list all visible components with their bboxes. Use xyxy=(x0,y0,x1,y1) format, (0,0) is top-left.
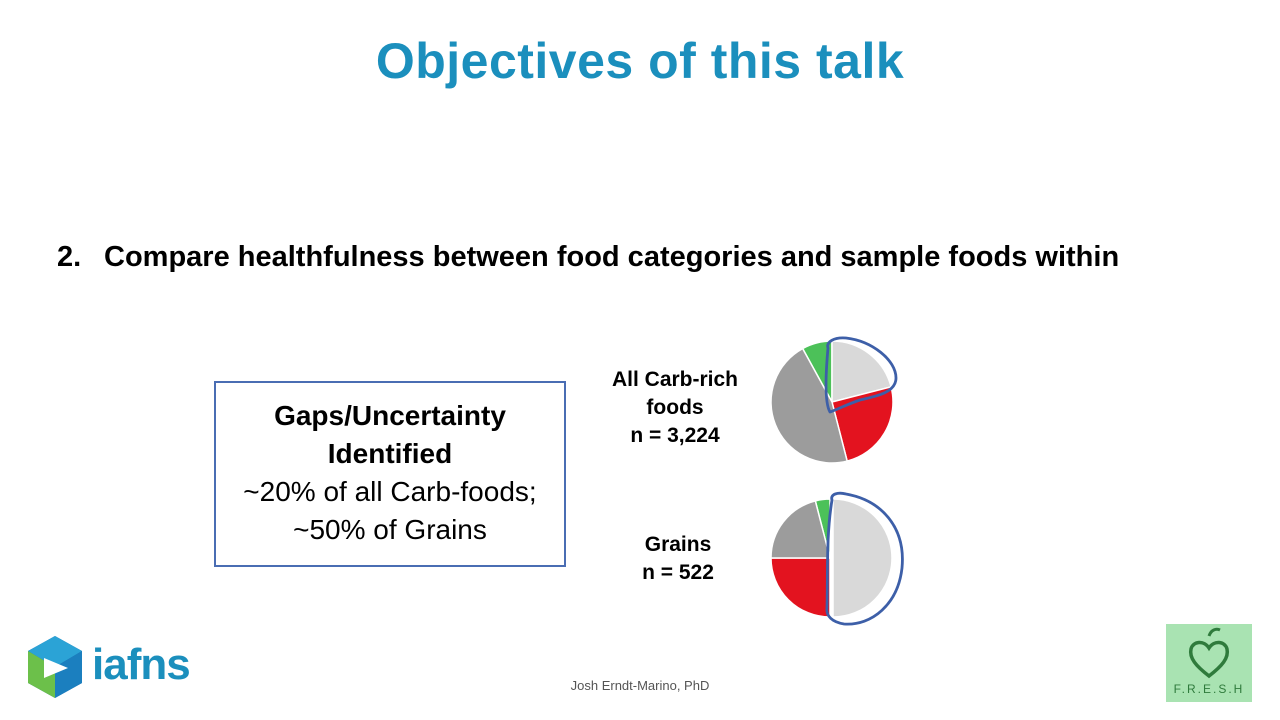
pie-label-all-line1: All Carb-rich xyxy=(611,368,739,391)
iafns-logo: iafns xyxy=(24,634,194,702)
pie-all-slice-light-gray xyxy=(831,340,892,403)
pie-label-all-line2: foods xyxy=(646,396,704,419)
objective-number: 2. xyxy=(57,241,82,273)
pie-all-highlight-outline xyxy=(824,336,898,414)
gap-box-heading-line1: Gaps/Uncertainty xyxy=(274,400,506,431)
pie-grains-slice-red xyxy=(770,557,831,618)
iafns-hexagon-icon xyxy=(28,636,82,698)
pie-grains-highlight-outline xyxy=(825,491,904,626)
gap-box-line1: ~20% of all Carb-foods; xyxy=(243,476,537,507)
heart-apple-icon xyxy=(1188,627,1230,679)
fresh-text: F.R.E.S.H xyxy=(1173,682,1245,696)
pie-label-all-carb: All Carb-rich foods n = 3,224 xyxy=(600,366,750,450)
objective-item: 2. Compare healthfulness between food cat… xyxy=(57,241,1119,274)
pie-chart-all-carb xyxy=(770,336,898,464)
pie-label-grains-line2: n = 522 xyxy=(642,561,714,584)
gaps-uncertainty-box: Gaps/Uncertainty Identified ~20% of all … xyxy=(214,381,566,567)
presenter-name: Josh Erndt-Marino, PhD xyxy=(570,678,710,693)
iafns-wordmark: iafns xyxy=(92,640,191,689)
pie-grains-slice-gray xyxy=(770,499,831,559)
pie-label-all-line3: n = 3,224 xyxy=(630,424,720,447)
pie-label-grains-line1: Grains xyxy=(644,533,712,556)
gap-box-line2: ~50% of Grains xyxy=(293,514,487,545)
pie-grains-slice-light-gray xyxy=(832,498,893,618)
fresh-logo: F.R.E.S.H xyxy=(1166,624,1252,702)
pie-label-grains: Grains n = 522 xyxy=(608,531,748,587)
pie-all-slice-gray xyxy=(770,347,849,464)
objective-text: Compare healthfulness between food categ… xyxy=(104,241,1120,273)
slide-title: Objectives of this talk xyxy=(375,33,905,89)
pie-chart-grains xyxy=(770,491,904,626)
gap-box-heading-line2: Identified xyxy=(327,438,453,469)
